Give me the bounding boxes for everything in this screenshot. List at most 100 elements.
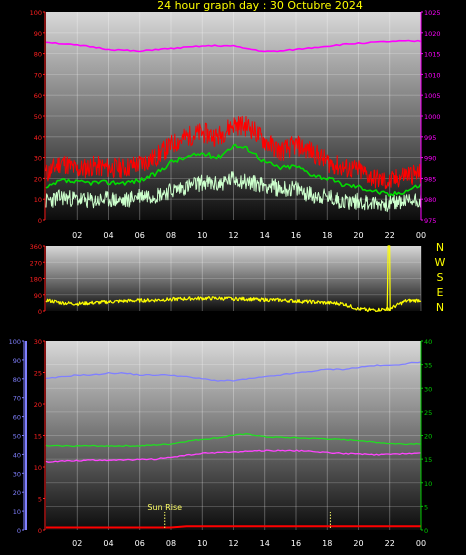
- x-tick-label: 14: [260, 231, 270, 240]
- right-scale-tick-label: 35: [424, 362, 432, 370]
- temperature-tick-label: 25: [34, 370, 42, 378]
- x-tick-label: 06: [135, 231, 145, 240]
- wind-direction-line: [45, 296, 422, 313]
- x-tick-label: 22: [385, 539, 395, 548]
- direction-tick-label: 180: [30, 276, 42, 284]
- sun-rise-label: Sun Rise: [147, 503, 182, 512]
- x-tick-label: 18: [322, 539, 332, 548]
- right-scale-tick-label: 15: [424, 456, 432, 464]
- pressure-tick-label: 1015: [424, 51, 441, 59]
- x-tick-label: 06: [135, 539, 145, 548]
- pressure-tick-label: 1000: [424, 113, 441, 121]
- wind-speed-tick-label: 100: [30, 9, 42, 17]
- direction-tick-label: 360: [30, 243, 42, 251]
- average-series-line: [45, 143, 422, 197]
- direction-tick-label: 0: [38, 308, 42, 316]
- wind-direction-chart: 0 90 180 270 360: [30, 243, 422, 316]
- pressure-tick-label: 990: [424, 155, 436, 163]
- wind-speed-tick-label: 10: [34, 196, 42, 204]
- page-title: 24 hour graph day : 30 Octubre 2024: [157, 0, 363, 12]
- humidity-tick-label: 40: [13, 451, 21, 459]
- wind-speed-tick-label: 40: [34, 134, 42, 142]
- x-tick-label: 12: [228, 231, 238, 240]
- wind-speed-tick-label: 30: [34, 155, 42, 163]
- x-tick-label: 04: [103, 539, 113, 548]
- x-tick-label: 12: [228, 539, 238, 548]
- x-tick-label: 16: [291, 539, 301, 548]
- right-scale-tick-label: 5: [424, 503, 428, 511]
- direction-tick-label: 90: [34, 292, 42, 300]
- temperature-tick-label: 20: [34, 401, 42, 409]
- pressure-tick-label: 980: [424, 196, 436, 204]
- x-tick-label: 10: [197, 539, 207, 548]
- direction-tick-label: 270: [30, 259, 42, 267]
- pressure-tick-label: 975: [424, 217, 436, 225]
- x-tick-label: 20: [353, 539, 363, 548]
- wind-speed-tick-label: 0: [38, 217, 42, 225]
- humidity-tick-label: 30: [13, 470, 21, 478]
- temperature-tick-label: 0: [38, 527, 42, 535]
- rain-line: [46, 525, 421, 529]
- right-scale-tick-label: 10: [424, 480, 432, 488]
- wind-speed-tick-label: 60: [34, 92, 42, 100]
- wind-speed-tick-label: 80: [34, 51, 42, 59]
- gust-series-line: [45, 115, 422, 190]
- x-tick-label: 16: [291, 231, 301, 240]
- humidity-tick-label: 90: [13, 357, 21, 365]
- humidity-tick-label: 100: [9, 338, 21, 346]
- temperature-tick-label: 5: [38, 496, 42, 504]
- pressure-tick-label: 1010: [424, 71, 441, 79]
- humidity-tick-label: 60: [13, 414, 21, 422]
- temperature-green-line: [45, 433, 421, 448]
- humidity-tick-label: 80: [13, 376, 21, 384]
- x-tick-label: 18: [322, 231, 332, 240]
- pressure-tick-label: 1025: [424, 9, 441, 17]
- temperature-tick-label: 15: [34, 433, 42, 441]
- humidity-tick-label: 20: [13, 489, 21, 497]
- x-tick-label: 10: [197, 231, 207, 240]
- pressure-tick-label: 1020: [424, 30, 441, 38]
- temperature-magenta-line: [45, 449, 422, 463]
- humidity-tick-label: 50: [13, 433, 21, 441]
- wind-direction-spike: [386, 245, 391, 312]
- compass-label: N: [436, 301, 444, 314]
- temperature-tick-label: 10: [34, 464, 42, 472]
- right-scale-tick-label: 40: [424, 338, 432, 346]
- compass-label: S: [437, 271, 444, 284]
- x-tick-label: 08: [166, 539, 176, 548]
- minimum-series-line: [45, 171, 422, 213]
- x-tick-label: 04: [103, 231, 113, 240]
- right-scale-tick-label: 20: [424, 433, 432, 441]
- temperature-tick-label: 30: [34, 338, 42, 346]
- compass-label: W: [435, 256, 446, 269]
- pressure-tick-label: 995: [424, 134, 436, 142]
- compass-label: N: [436, 241, 444, 254]
- x-tick-label: 00: [416, 231, 426, 240]
- humidity-line: [45, 361, 422, 382]
- x-tick-label: 08: [166, 231, 176, 240]
- pressure-tick-label: 985: [424, 175, 436, 183]
- x-tick-label: 02: [72, 231, 82, 240]
- wind-speed-tick-label: 50: [34, 113, 42, 121]
- x-tick-label: 02: [72, 539, 82, 548]
- wind-speed-tick-label: 20: [34, 175, 42, 183]
- humidity-tick-label: 70: [13, 395, 21, 403]
- right-scale-tick-label: 0: [424, 527, 428, 535]
- pressure-tick-label: 1005: [424, 92, 441, 100]
- right-scale-tick-label: 25: [424, 409, 432, 417]
- wind-speed-tick-label: 70: [34, 71, 42, 79]
- x-tick-label: 00: [416, 539, 426, 548]
- wind-pressure-chart: 0102030405060708090100975980985990995100…: [30, 9, 441, 240]
- temperature-humidity-chart: Sun Rise01020304050607080901000510152025…: [9, 338, 433, 548]
- x-tick-label: 14: [260, 539, 270, 548]
- wind-speed-tick-label: 90: [34, 30, 42, 38]
- humidity-tick-label: 0: [17, 527, 21, 535]
- right-scale-tick-label: 30: [424, 385, 432, 393]
- humidity-tick-label: 10: [13, 508, 21, 516]
- x-tick-label: 22: [385, 231, 395, 240]
- pressure-series-line: [45, 39, 422, 53]
- x-tick-label: 20: [353, 231, 363, 240]
